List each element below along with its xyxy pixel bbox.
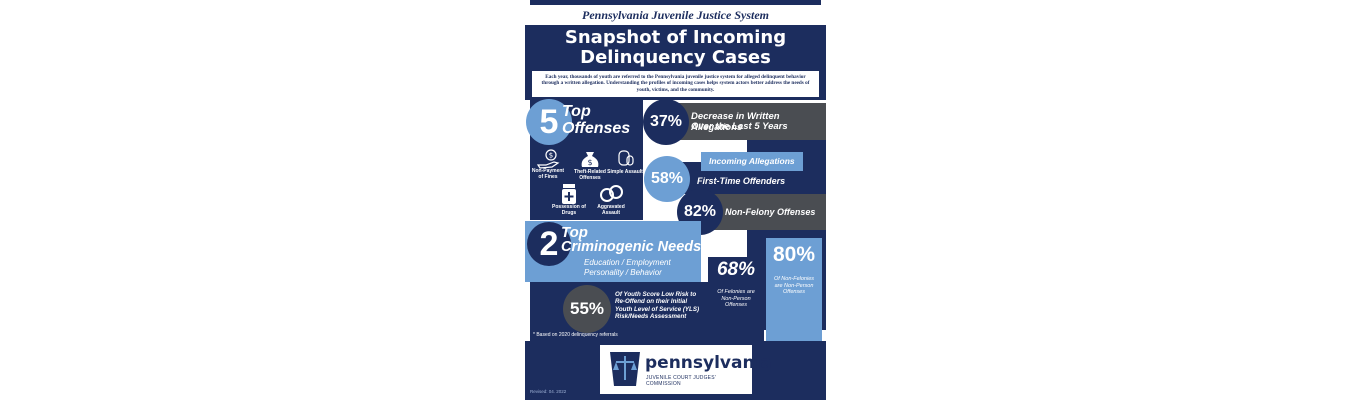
nonfelonies-label: Of Non-Felonies are Non-Person Offenses — [773, 276, 815, 295]
criminogenic-line-2: Personality / Behavior — [584, 268, 662, 277]
fist-icon — [618, 150, 634, 166]
decrease-line-2: Over the Last 5 Years — [691, 121, 788, 132]
svg-text:$: $ — [587, 158, 592, 167]
money-bag-icon: $ — [581, 152, 599, 167]
felonies-label: Of Felonies are Non-Person Offenses — [717, 289, 755, 308]
infographic-poster: Pennsylvania Juvenile Justice System Sna… — [525, 0, 826, 400]
offense-item-theft: $ Theft-Related Offenses — [572, 148, 608, 181]
top-rule — [530, 0, 821, 5]
felonies-value: 68% — [716, 259, 756, 280]
logo-sub: JUVENILE COURT JUDGES' COMMISSION — [646, 375, 716, 387]
criminogenic-label: Criminogenic Needs — [561, 239, 702, 255]
nonfelonies-panel — [766, 238, 822, 341]
nonfelonies-value: 80% — [772, 243, 816, 266]
title-block: Snapshot of Incoming Delinquency Cases — [525, 25, 826, 68]
offense-item-drugs: Possession of Drugs — [551, 183, 587, 216]
criminogenic-line-1: Education / Employment — [584, 258, 671, 267]
offense-item-simple-assault: Simple Assault — [607, 148, 643, 176]
page-header: Pennsylvania Juvenile Justice System — [582, 8, 769, 22]
decrease-value: 37% — [643, 99, 689, 145]
title-line-1: Snapshot of Incoming — [564, 27, 787, 48]
offense-label: Non-Payment of Fines — [531, 168, 565, 180]
criminogenic-top: Top — [561, 224, 588, 241]
revised-date: Revised: 04. 2022 — [530, 389, 567, 394]
logo-word: pennsylvania — [645, 353, 772, 373]
low-risk-label: Of Youth Score Low Risk to Re-Offend on … — [615, 291, 700, 321]
decrease-panel — [663, 103, 826, 140]
intro-text: Each year, thousands of youth are referr… — [531, 70, 820, 98]
hand-coin-icon: $ — [536, 149, 560, 169]
offense-label: Simple Assault — [607, 169, 643, 175]
jcjc-logo: pennsylvania JUVENILE COURT JUDGES' COMM… — [600, 345, 772, 394]
footnote: * Based on 2020 delinquency referrals — [533, 332, 618, 338]
decrease-line-1: Decrease in Written Allegations — [691, 111, 780, 133]
first-time-label: First-Time Offenders — [697, 176, 786, 186]
top-offenses-number: 5 — [526, 99, 572, 145]
top-offenses-top: Top — [562, 103, 591, 120]
svg-text:$: $ — [549, 152, 553, 160]
criminogenic-number: 2 — [527, 222, 571, 266]
pill-bottle-icon — [562, 184, 576, 204]
top-offenses-label: Offenses — [562, 120, 631, 137]
offense-item-fines: $ Non-Payment of Fines — [530, 149, 566, 180]
keystone-scales-icon — [610, 352, 640, 386]
offense-label: Aggravated Assault — [597, 204, 625, 216]
offense-item-aggravated-assault: Aggravated Assault — [593, 183, 629, 216]
first-time-value: 58% — [644, 156, 690, 202]
felonies-panel — [708, 257, 764, 341]
offense-label: Theft-Related Offenses — [574, 169, 606, 181]
low-risk-value: 55% — [563, 285, 611, 333]
handcuffs-icon — [600, 185, 623, 202]
low-risk-panel — [530, 282, 708, 341]
non-felony-label: Non-Felony Offenses — [725, 207, 816, 217]
title-line-2: Delinquency Cases — [580, 47, 771, 68]
incoming-allegations-label: Incoming Allegations — [701, 152, 803, 171]
offense-label: Possession of Drugs — [552, 204, 586, 216]
